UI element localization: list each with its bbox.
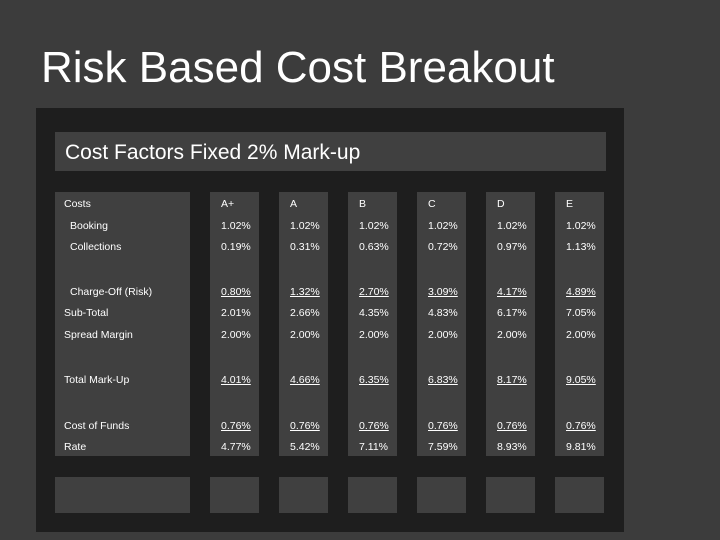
table-cell: 1.02% — [359, 220, 389, 232]
table-cell: 1.02% — [221, 220, 251, 232]
table-cell: 4.89% — [566, 286, 596, 298]
table-cell: 7.05% — [566, 307, 596, 319]
table-cell: 2.00% — [221, 329, 251, 341]
table-cell: 2.01% — [221, 307, 251, 319]
table-cell: 0.76% — [428, 420, 458, 432]
table-column-costs: Costs Booking Collections Charge-Off (Risk)… — [55, 192, 190, 456]
table-column-a: A 1.02% 0.31% 1.32% 2.66% 2.00% 4.66% 0.76% 5.42… — [279, 192, 328, 456]
table-cell: 6.35% — [359, 374, 389, 386]
table-cell: 2.00% — [497, 329, 527, 341]
table-cell: 0.72% — [428, 241, 458, 253]
table-cell: 9.05% — [566, 374, 596, 386]
table-cell: 7.59% — [428, 441, 458, 453]
table-cell: 0.76% — [497, 420, 527, 432]
row-label: Total Mark-Up — [64, 374, 130, 386]
table-column-c: C 1.02% 0.72% 3.09% 4.83% 2.00% 6.83% 0.76% 7.59… — [417, 192, 466, 456]
row-label: Collections — [70, 241, 122, 253]
table-cell: 0.63% — [359, 241, 389, 253]
slide-title: Risk Based Cost Breakout — [41, 43, 555, 92]
table-cell: 7.11% — [359, 441, 388, 453]
column-header: E — [566, 198, 574, 210]
table-column-d: D 1.02% 0.97% 4.17% 6.17% 2.00% 8.17% 0.76% 8.93… — [486, 192, 535, 456]
table-cell: 3.09% — [428, 286, 458, 298]
table-cell: 0.97% — [497, 241, 527, 253]
footer-cell-e — [555, 477, 604, 513]
table-cell: 0.76% — [566, 420, 596, 432]
table-cell: 6.83% — [428, 374, 458, 386]
row-label: Cost of Funds — [64, 420, 130, 432]
table-cell: 0.19% — [221, 241, 251, 253]
table-cell: 4.66% — [290, 374, 320, 386]
table-cell: 1.02% — [428, 220, 458, 232]
table-cell: 4.77% — [221, 441, 251, 453]
column-header: B — [359, 198, 367, 210]
row-label: Sub-Total — [64, 307, 109, 319]
footer-cell-costs — [55, 477, 190, 513]
row-label: Rate — [64, 441, 87, 453]
footer-cell-c — [417, 477, 466, 513]
table-cell: 0.80% — [221, 286, 251, 298]
table-cell: 2.00% — [428, 329, 458, 341]
table-cell: 0.76% — [221, 420, 251, 432]
table-cell: 1.32% — [290, 286, 320, 298]
panel-header: Cost Factors Fixed 2% Mark-up — [55, 132, 606, 171]
panel-title: Cost Factors Fixed 2% Mark-up — [65, 141, 361, 164]
table-cell: 1.02% — [566, 220, 596, 232]
row-label: Spread Margin — [64, 329, 133, 341]
footer-cell-a-plus — [210, 477, 259, 513]
table-cell: 2.66% — [290, 307, 320, 319]
table-cell: 2.00% — [566, 329, 596, 341]
table-cell: 2.70% — [359, 286, 389, 298]
table-cell: 0.31% — [290, 241, 320, 253]
footer-cell-d — [486, 477, 535, 513]
table-cell: 1.13% — [566, 241, 596, 253]
table-cell: 4.01% — [221, 374, 251, 386]
cost-table-panel: Cost Factors Fixed 2% Mark-up Costs Booki… — [36, 108, 624, 532]
table-cell: 2.00% — [290, 329, 320, 341]
table-cell: 4.83% — [428, 307, 458, 319]
footer-cell-b — [348, 477, 397, 513]
column-header: Costs — [64, 198, 91, 210]
footer-cell-a — [279, 477, 328, 513]
table-cell: 9.81% — [566, 441, 596, 453]
row-label: Booking — [70, 220, 108, 232]
table-cell: 6.17% — [497, 307, 527, 319]
column-header: D — [497, 198, 505, 210]
table-cell: 4.17% — [497, 286, 527, 298]
column-header: A+ — [221, 198, 235, 210]
table-cell: 0.76% — [359, 420, 389, 432]
table-cell: 8.17% — [497, 374, 527, 386]
column-header: C — [428, 198, 436, 210]
table-cell: 5.42% — [290, 441, 320, 453]
row-label: Charge-Off (Risk) — [70, 286, 153, 298]
table-cell: 2.00% — [359, 329, 389, 341]
table-cell: 1.02% — [290, 220, 320, 232]
column-header: A — [290, 198, 298, 210]
table-column-e: E 1.02% 1.13% 4.89% 7.05% 2.00% 9.05% 0.76% 9.81… — [555, 192, 604, 456]
table-column-a-plus: A+ 1.02% 0.19% 0.80% 2.01% 2.00% 4.01% 0.76% 4.7… — [210, 192, 259, 456]
table-cell: 0.76% — [290, 420, 320, 432]
table-cell: 4.35% — [359, 307, 389, 319]
table-cell: 1.02% — [497, 220, 527, 232]
table-cell: 8.93% — [497, 441, 527, 453]
table-column-b: B 1.02% 0.63% 2.70% 4.35% 2.00% 6.35% 0.76% 7.11… — [348, 192, 397, 456]
